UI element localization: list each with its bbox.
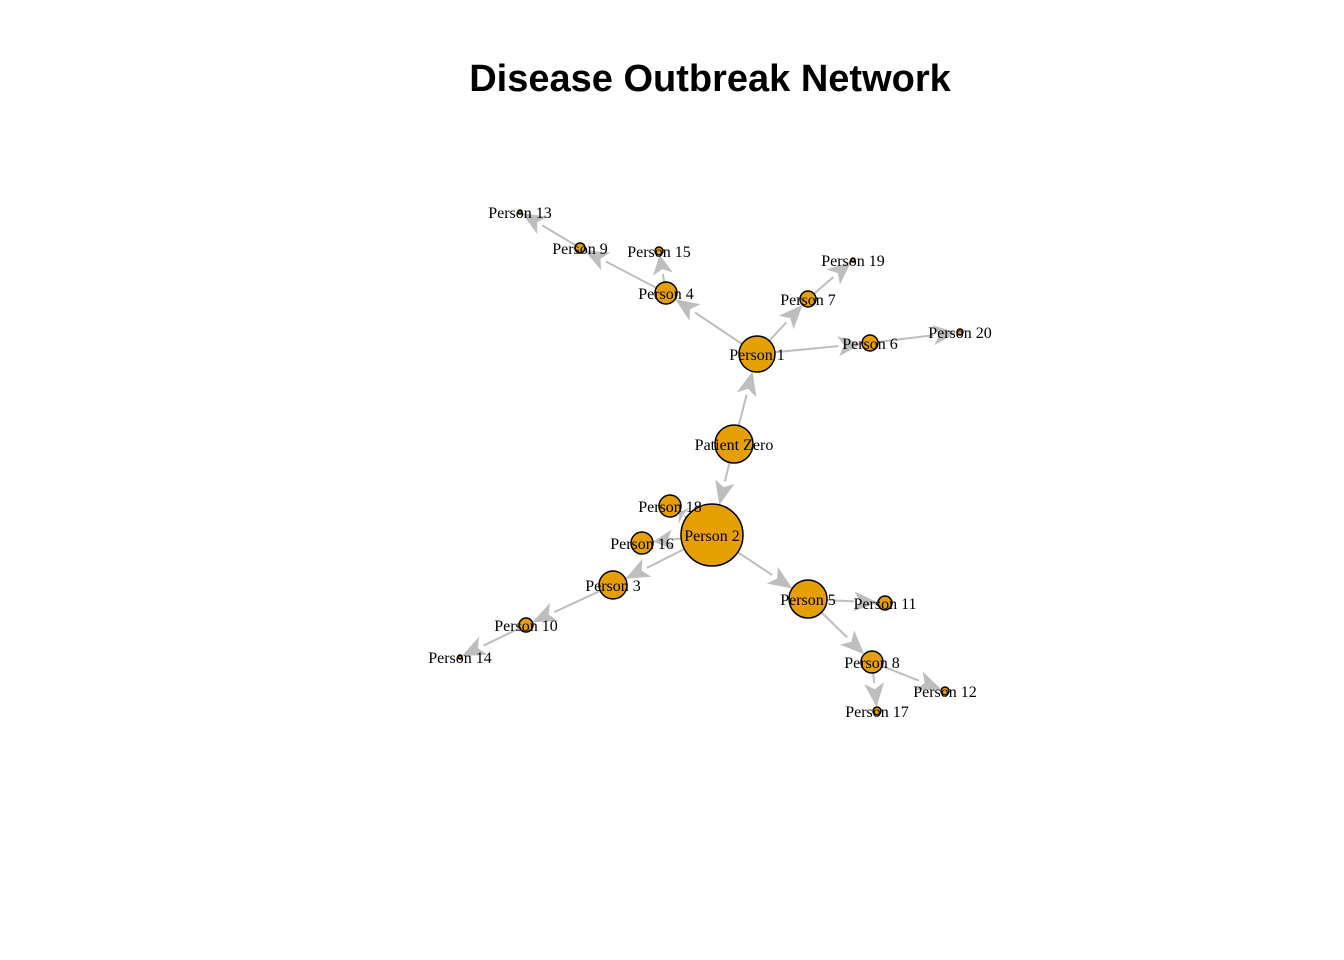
edge-p5-p11 (826, 599, 855, 603)
node-p16 (630, 531, 654, 555)
arrowhead-p4-p15 (653, 254, 673, 276)
node-p11 (877, 595, 893, 611)
edge-p2-p16 (672, 537, 682, 541)
node-label-p3: Person 3 (585, 578, 641, 595)
edge-p1-p6 (774, 345, 839, 354)
labels-layer: Patient Zero Person 1 Person 2 Person 3 Pers… (428, 205, 992, 721)
edge-p8-p17 (872, 672, 876, 684)
node-label-p7: Person 7 (780, 292, 836, 309)
edge-p5-p8 (820, 611, 848, 639)
node-p5 (788, 579, 828, 619)
arrowhead-p6-p20 (932, 325, 957, 346)
node-p3 (598, 570, 628, 600)
node-p15 (654, 246, 664, 256)
node-p17 (872, 706, 882, 716)
node-p19 (850, 257, 856, 263)
node-label-p6: Person 6 (842, 336, 898, 353)
node-p6 (861, 334, 879, 352)
nodes-layer (457, 209, 964, 716)
edge-p8-p12 (881, 665, 920, 682)
edge-p10-p14 (482, 627, 521, 647)
edge-p4-p15 (661, 273, 666, 283)
arrowhead-p2-p16 (652, 529, 674, 550)
node-label-p18: Person 18 (638, 499, 702, 516)
node-p4 (654, 281, 678, 305)
arrowhead-p8-p17 (864, 682, 885, 707)
node-p12 (940, 686, 950, 696)
arrowhead-p9-p13 (521, 213, 548, 234)
edges-layer (461, 213, 957, 707)
plot-title: Disease Outbreak Network (469, 58, 951, 100)
arrowhead-p10-p14 (461, 636, 488, 657)
node-label-p9: Person 9 (552, 241, 608, 258)
arrowhead-pz-p1 (736, 371, 757, 398)
edge-p4-p9 (605, 260, 657, 289)
node-label-p13: Person 13 (488, 205, 552, 222)
node-p20 (956, 328, 964, 336)
node-label-p2: Person 2 (684, 528, 740, 545)
edge-pz-p2 (723, 462, 731, 482)
node-p1 (738, 335, 776, 373)
node-label-p5: Person 5 (780, 592, 836, 609)
node-label-p11: Person 11 (854, 596, 917, 613)
node-label-p1: Person 1 (729, 347, 785, 364)
edge-pz-p1 (737, 394, 748, 426)
arrowhead-p4-p9 (584, 250, 611, 271)
arrowhead-p1-p7 (778, 304, 803, 330)
arrowhead-p5-p11 (853, 591, 878, 612)
edge-p2-p5 (737, 551, 773, 576)
node-label-pz: Patient Zero (695, 437, 774, 454)
arrowhead-p2-p18 (678, 507, 690, 525)
edge-p1-p7 (768, 321, 787, 342)
arrowhead-p3-p10 (532, 603, 559, 623)
arrowhead-p2-p3 (625, 558, 652, 579)
node-label-p20: Person 20 (928, 325, 992, 342)
arrowhead-p8-p12 (915, 671, 942, 690)
edge-p6-p20 (877, 334, 934, 343)
arrowhead-p2-p5 (766, 566, 793, 589)
node-label-p12: Person 12 (913, 684, 977, 701)
node-p13 (517, 209, 523, 215)
node-label-p4: Person 4 (638, 286, 694, 303)
arrowhead-p1-p6 (837, 336, 862, 357)
node-p7 (799, 290, 817, 308)
edge-p1-p4 (694, 311, 743, 345)
node-p10 (518, 617, 534, 633)
arrowhead-p7-p19 (826, 261, 852, 285)
node-p2 (680, 503, 744, 567)
node-p9 (574, 242, 586, 254)
arrowhead-p5-p8 (840, 630, 865, 655)
node-p8 (860, 650, 884, 674)
node-label-p16: Person 16 (610, 536, 674, 553)
node-pz (714, 424, 754, 464)
node-label-p15: Person 15 (627, 244, 691, 261)
arrowhead-p1-p4 (675, 299, 701, 321)
node-label-p14: Person 14 (428, 650, 492, 667)
edge-p3-p10 (553, 589, 601, 614)
node-label-p17: Person 17 (845, 704, 909, 721)
edge-p7-p19 (813, 276, 835, 295)
node-label-p19: Person 19 (821, 253, 885, 270)
node-label-p8: Person 8 (844, 655, 900, 672)
node-p18 (658, 494, 682, 518)
arrowhead-pz-p2 (715, 479, 735, 505)
node-label-p10: Person 10 (494, 618, 558, 635)
node-p14 (457, 654, 463, 660)
edge-p9-p13 (541, 224, 577, 247)
edge-p2-p3 (646, 548, 685, 569)
